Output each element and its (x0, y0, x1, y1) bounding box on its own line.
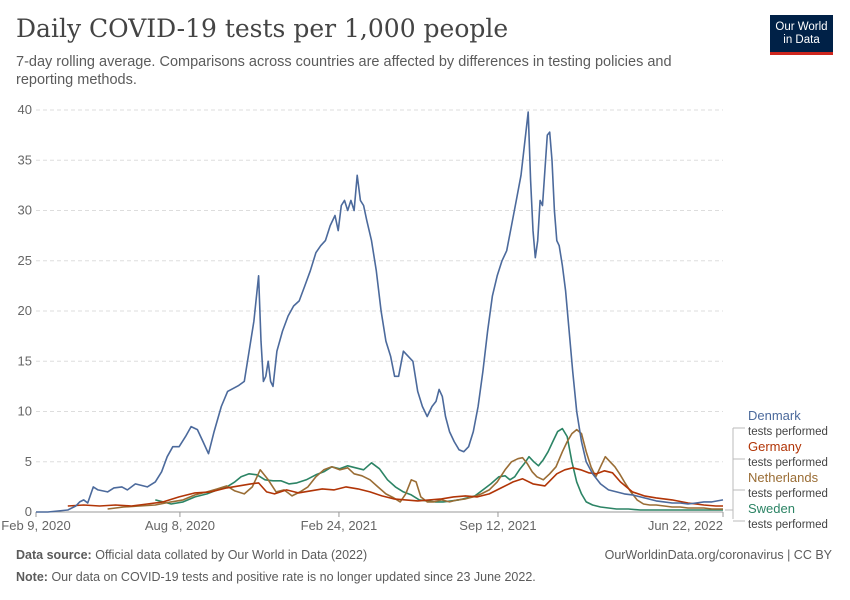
series-line-denmark (36, 111, 724, 513)
x-tick-label: Jun 22, 2022 (648, 518, 723, 533)
series-line-germany (67, 467, 723, 507)
data-source-label: Data source: (16, 548, 92, 562)
logo-line-1: Our World (775, 20, 828, 33)
owid-logo[interactable]: Our World in Data (770, 15, 833, 55)
y-tick-label: 30 (18, 203, 32, 218)
legend-sublabel-germany: tests performed (748, 457, 828, 469)
chart-subtitle: 7-day rolling average. Comparisons acros… (16, 54, 672, 88)
legend-sublabel-netherlands: tests performed (748, 488, 828, 500)
x-tick-label: Feb 9, 2020 (1, 518, 70, 533)
legend-label-netherlands: Netherlands (748, 470, 819, 485)
y-tick-label: 40 (18, 102, 32, 117)
y-tick-label: 5 (25, 454, 32, 469)
grid-layer (36, 109, 723, 463)
x-axis: Feb 9, 2020 Aug 8, 2020 Feb 24, 2021 Sep 12… (1, 511, 724, 533)
y-tick-label: 10 (18, 404, 32, 419)
legend-sublabel-denmark: tests performed (748, 426, 828, 438)
note-text: Our data on COVID-19 tests and positive … (51, 570, 536, 584)
x-tick-label: Feb 24, 2021 (301, 518, 378, 533)
logo-line-2: in Data (783, 33, 820, 46)
y-tick-label: 20 (18, 303, 32, 318)
url-license-link[interactable]: OurWorldinData.org/coronavirus | CC BY (604, 548, 832, 562)
data-source: Data source: Official data collated by O… (16, 548, 367, 562)
series-line-sweden (155, 427, 723, 511)
note-label: Note: (16, 570, 48, 584)
series-lines (36, 111, 724, 513)
x-tick-label: Aug 8, 2020 (145, 518, 215, 533)
y-tick-label: 35 (18, 152, 32, 167)
legend-label-sweden: Sweden (748, 501, 795, 516)
chart-title: Daily COVID-19 tests per 1,000 people (16, 14, 509, 43)
x-tick-label: Sep 12, 2021 (459, 518, 536, 533)
series-line-netherlands (107, 428, 723, 510)
y-tick-label: 15 (18, 353, 32, 368)
legend-label-germany: Germany (748, 439, 802, 454)
note: Note: Our data on COVID-19 tests and pos… (16, 570, 536, 584)
y-tick-label: 25 (18, 253, 32, 268)
data-source-text: Official data collated by Our World in D… (95, 548, 368, 562)
legend-sublabel-sweden: tests performed (748, 519, 828, 531)
legend-label-denmark: Denmark (748, 408, 801, 423)
y-axis-ticks: 0 5 10 15 20 25 30 35 40 (18, 102, 32, 519)
y-tick-label: 0 (25, 504, 32, 519)
